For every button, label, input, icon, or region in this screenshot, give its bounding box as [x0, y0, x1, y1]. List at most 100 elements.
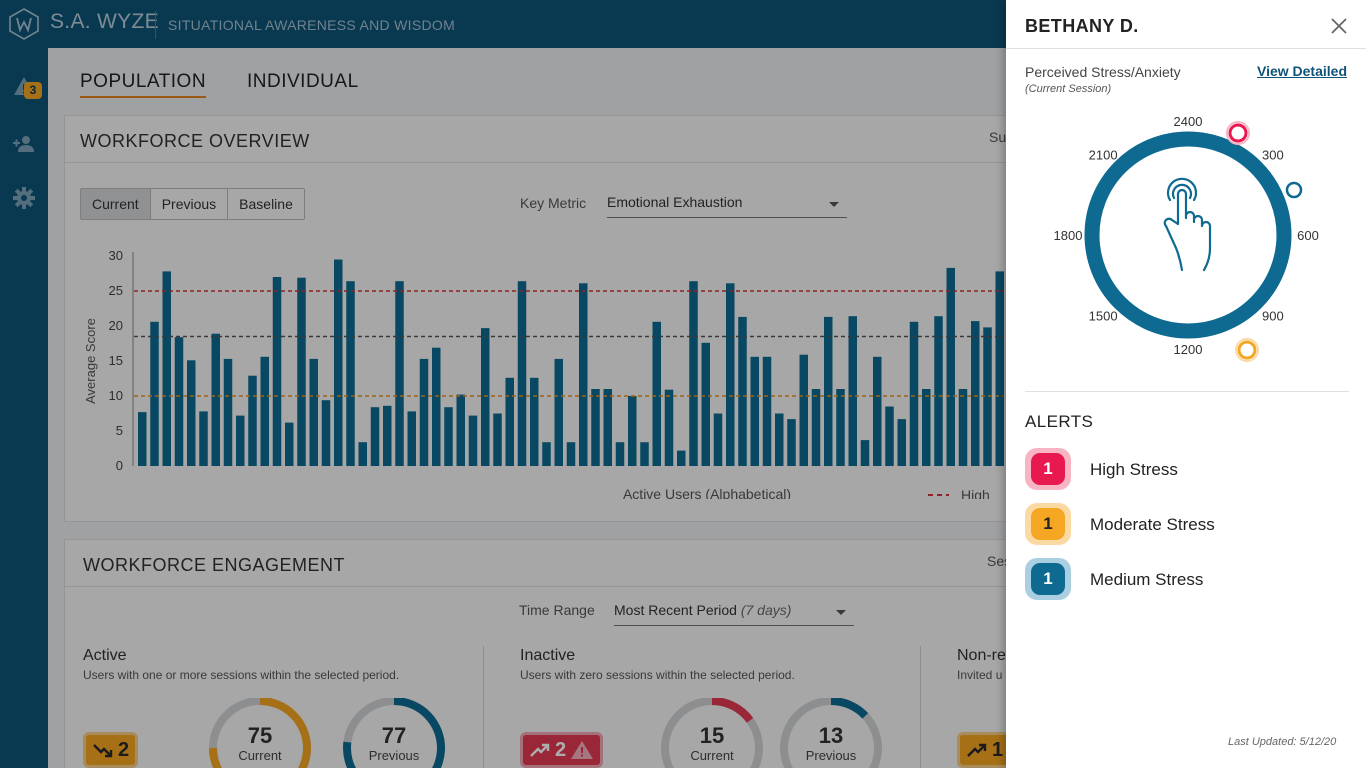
bar: [542, 442, 551, 466]
period-previous-button[interactable]: Previous: [150, 189, 229, 219]
inactive-previous-value: 13: [818, 723, 844, 748]
bar: [248, 375, 257, 466]
bar: [958, 389, 968, 466]
bar: [775, 413, 784, 466]
inactive-trend-value: 2: [555, 738, 567, 761]
bar: [554, 358, 563, 466]
card-title: WORKFORCE OVERVIEW: [80, 131, 310, 151]
key-metric-value: Emotional Exhaustion: [607, 194, 743, 210]
bar: [971, 321, 980, 466]
inactive-previous-donut: [780, 698, 882, 768]
bar: [223, 358, 233, 466]
active-title: Active: [83, 647, 127, 664]
period-baseline-button[interactable]: Baseline: [228, 189, 304, 219]
donut-arc: [343, 698, 445, 768]
period-toggle: Current Previous Baseline: [80, 188, 305, 220]
bar: [187, 360, 196, 466]
inactive-previous-label: Previous: [805, 748, 857, 763]
active-trend-value: 2: [118, 738, 130, 761]
time-range-suffix: (7 days): [740, 602, 792, 618]
alert-label: Moderate Stress: [1090, 515, 1215, 534]
alert-high-stress[interactable]: 1 High Stress: [1025, 448, 1345, 492]
nav-add-user-button[interactable]: [0, 124, 48, 164]
period-current-button[interactable]: Current: [81, 189, 151, 219]
bar: [628, 396, 637, 466]
clock-hour-label: 1200: [1174, 342, 1203, 357]
bar: [383, 405, 392, 466]
bar: [199, 411, 208, 466]
tab-individual[interactable]: INDIVIDUAL: [247, 71, 359, 92]
tab-population[interactable]: POPULATION: [80, 71, 207, 98]
nav-settings-button[interactable]: [0, 178, 48, 218]
clock-hour-label: 1800: [1054, 228, 1083, 243]
bar: [162, 271, 171, 466]
alert-count: 1: [1031, 563, 1065, 595]
inactive-subtitle: Users with zero sessions within the sele…: [520, 668, 795, 682]
bar: [395, 281, 404, 466]
stress-clock-dial: 2400 300 600 900 1200 1500 1800 2100: [1054, 114, 1319, 362]
y-tick-label: 25: [109, 283, 123, 298]
bar: [517, 281, 527, 466]
bar: [321, 400, 331, 466]
inactive-current-value: 15: [699, 723, 725, 748]
card-header-extra: Su: [989, 129, 1007, 145]
bar: [726, 283, 735, 466]
y-tick-label: 30: [109, 248, 123, 263]
active-subtitle: Users with one or more sessions within t…: [83, 668, 400, 682]
alert-count: 1: [1031, 453, 1065, 485]
bar: [713, 413, 723, 466]
alert-medium-stress[interactable]: 1 Medium Stress: [1025, 558, 1345, 602]
bar: [787, 419, 796, 466]
chevron-down-icon: [836, 610, 846, 615]
bar: [505, 377, 514, 466]
trending-up-icon: [530, 743, 550, 757]
left-nav: 3: [0, 48, 48, 768]
last-updated: Last Updated: 5/12/20: [1228, 736, 1337, 748]
bar: [346, 281, 355, 466]
emotional-exhaustion-bar-chart: 0 5 10 15 20 25 30 Average Score Active Users (A…: [83, 248, 1004, 499]
bar: [848, 316, 857, 466]
bar: [701, 342, 710, 466]
bar: [922, 389, 931, 466]
bar: [419, 358, 429, 466]
y-tick-label: 20: [109, 318, 123, 333]
bar: [432, 347, 441, 466]
bar: [272, 277, 282, 466]
brand-tagline: SITUATIONAL AWARENESS AND WISDOM: [168, 17, 456, 33]
metric-session: (Current Session): [1025, 83, 1112, 95]
active-previous-label: Previous: [368, 748, 420, 763]
bar: [824, 316, 833, 466]
alert-moderate-stress[interactable]: 1 Moderate Stress: [1025, 503, 1345, 547]
bar: [836, 389, 845, 466]
bar: [603, 389, 612, 466]
view-detailed-link[interactable]: View Detailed: [1257, 63, 1348, 79]
bar: [677, 450, 686, 466]
bar: [334, 259, 343, 466]
key-metric-select[interactable]: Emotional Exhaustion: [607, 194, 847, 218]
time-range-select[interactable]: Most Recent Period (7 days): [614, 602, 854, 626]
active-previous-value: 77: [381, 723, 407, 748]
bar: [640, 442, 649, 466]
non-responsive-subtitle: Invited u: [957, 668, 1003, 682]
x-axis-label: Active Users (Alphabetical): [623, 486, 791, 499]
bar: [407, 411, 416, 466]
card-header-extra: Ses: [987, 553, 1012, 569]
modal-backdrop[interactable]: [0, 0, 1006, 768]
inactive-trend-badge: 2: [520, 732, 604, 768]
alert-count-badge: 3: [24, 82, 42, 99]
y-tick-label: 15: [109, 353, 123, 368]
alert-count-chip: 1: [1025, 558, 1071, 600]
close-icon[interactable]: [1330, 17, 1348, 35]
bar: [909, 321, 919, 466]
nav-alerts-button[interactable]: 3: [0, 64, 48, 104]
bar: [652, 321, 661, 466]
bar: [799, 354, 808, 466]
chevron-down-icon: [829, 202, 839, 207]
drawer-divider: [1025, 391, 1349, 392]
column-divider: [920, 646, 921, 768]
touch-hand-icon: [1163, 177, 1212, 272]
non-responsive-title: Non-re: [957, 647, 1006, 664]
bar: [946, 267, 955, 466]
warning-icon: [571, 741, 594, 759]
bar: [995, 271, 1004, 466]
